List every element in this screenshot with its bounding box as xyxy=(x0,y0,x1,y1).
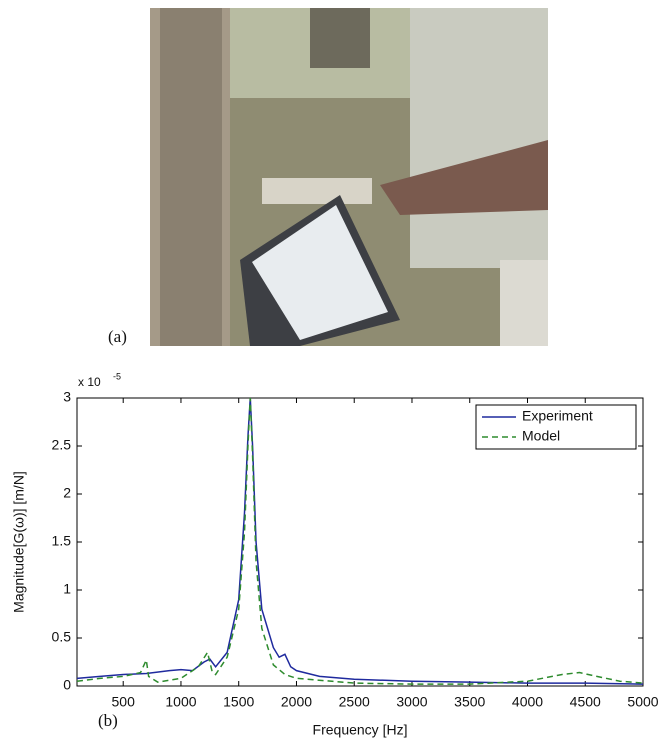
legend xyxy=(475,404,637,450)
x-tick-label: 500 xyxy=(112,694,136,710)
series-line xyxy=(76,397,644,685)
y-tick-label: 1 xyxy=(63,581,71,597)
photo xyxy=(150,8,548,346)
legend-label: Model xyxy=(522,428,560,444)
x-tick-label: 3000 xyxy=(396,694,427,710)
legend-label: Experiment xyxy=(522,408,593,424)
y-tick-label: 3 xyxy=(63,389,71,405)
panel-label: (b) xyxy=(98,711,118,730)
x-tick-label: 1000 xyxy=(165,694,196,710)
x-axis-label: Frequency [Hz] xyxy=(313,722,408,738)
y-axis-label: Magnitude[G(ω)] [m/N] xyxy=(11,471,27,613)
x-tick-label: 4000 xyxy=(512,694,543,710)
y-tick-label: 2.5 xyxy=(52,437,72,453)
x-tick-label: 4500 xyxy=(570,694,601,710)
y-tick-label: 1.5 xyxy=(52,533,72,549)
x-tick-label: 2000 xyxy=(281,694,312,710)
x-tick-label: 5000 xyxy=(627,694,658,710)
y-tick-label: 0.5 xyxy=(52,629,72,645)
x-tick-label: 2500 xyxy=(339,694,370,710)
y-tick-label: 2 xyxy=(63,485,71,501)
series-line xyxy=(76,397,644,685)
panel-label: (a) xyxy=(108,327,127,346)
x-tick-label: 3500 xyxy=(454,694,485,710)
y-scale-exponent: -5 xyxy=(113,371,121,381)
y-tick-label: 0 xyxy=(63,677,71,693)
y-scale-base: x 10 xyxy=(78,375,101,389)
x-tick-label: 1500 xyxy=(223,694,254,710)
